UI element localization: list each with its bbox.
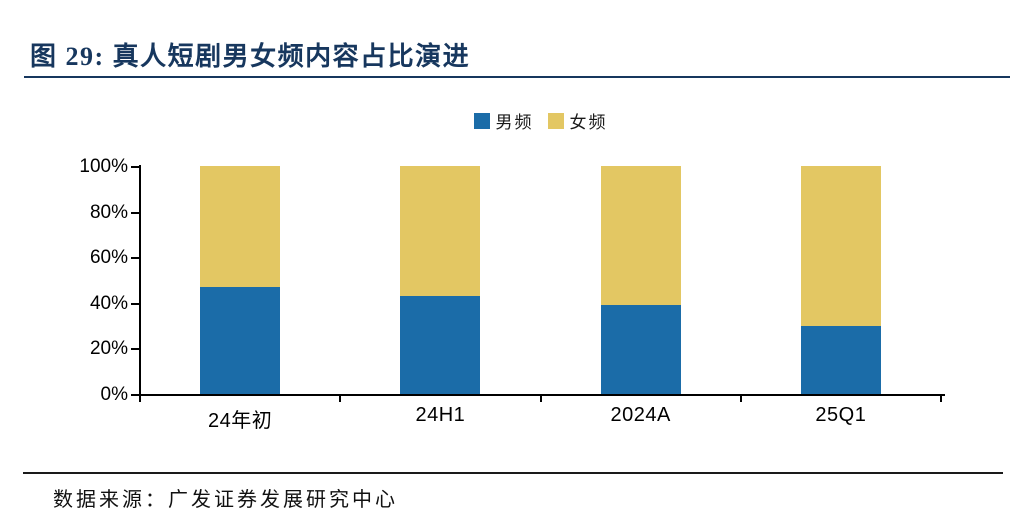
x-axis-tick [940, 396, 942, 402]
y-axis-tick [131, 302, 139, 305]
legend-item: 男频 [473, 108, 534, 133]
bar-segment-female [400, 166, 481, 296]
x-category-label: 2024A [610, 404, 671, 426]
bar-segment-male [600, 305, 681, 394]
legend-swatch-icon [473, 112, 490, 129]
y-axis-tick [131, 348, 139, 351]
footer-rule [23, 472, 1003, 474]
x-axis-tick [539, 396, 542, 402]
x-axis-tick [139, 396, 141, 402]
bar-segment-male [800, 326, 881, 394]
x-category-label: 25Q1 [815, 404, 867, 426]
x-category-label: 24年初 [208, 410, 273, 432]
y-tick-label: 20% [89, 338, 128, 360]
chart-legend: 男频 女频 [140, 108, 941, 133]
y-tick-label: 100% [79, 156, 128, 177]
y-tick-label: 0% [100, 384, 128, 405]
y-axis-tick [131, 211, 139, 214]
legend-item: 女频 [547, 108, 608, 133]
bar-segment-female [600, 166, 681, 305]
x-axis-line [139, 394, 945, 396]
bar-segment-female [200, 166, 281, 287]
y-axis-tick [131, 166, 139, 168]
bar-segment-male [200, 287, 281, 394]
bar-segment-female [800, 166, 881, 326]
x-axis-tick [739, 396, 742, 402]
y-tick-label: 60% [89, 247, 128, 269]
legend-swatch-icon [547, 112, 564, 129]
y-axis-line [139, 165, 141, 396]
x-axis-tick [339, 396, 342, 402]
title-underline [24, 76, 1010, 78]
y-axis-tick [131, 394, 139, 396]
y-tick-label: 40% [89, 292, 128, 314]
bar-segment-male [400, 296, 481, 394]
y-tick-label: 80% [89, 201, 128, 223]
legend-label: 男频 [495, 113, 534, 132]
x-category-label: 24H1 [415, 404, 466, 426]
figure-title: 图 29: 真人短剧男女频内容占比演进 [30, 42, 471, 71]
legend-label: 女频 [569, 113, 608, 132]
y-axis-tick [131, 257, 139, 260]
source-note: 数据来源：广发证券发展研究中心 [53, 489, 398, 511]
